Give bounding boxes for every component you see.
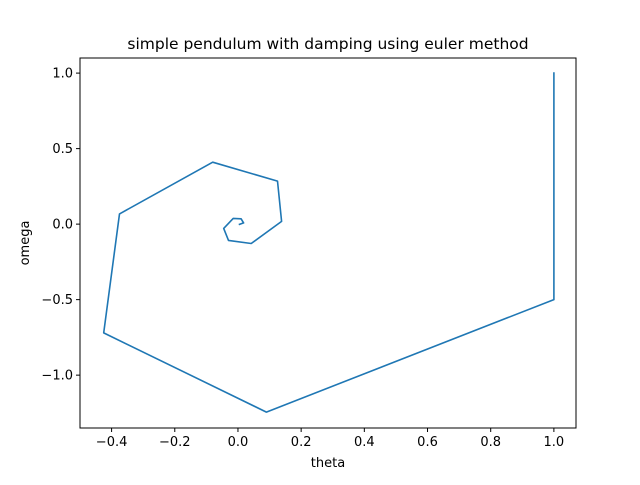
x-axis-label: theta — [311, 456, 345, 471]
y-axis-ticks: −1.0 −0.5 0.0 0.5 1.0 — [41, 67, 80, 384]
plot-area — [102, 72, 555, 413]
x-tick-label: −0.4 — [96, 435, 128, 450]
y-tick-label: −1.0 — [41, 369, 73, 384]
y-tick-label: 0.5 — [52, 142, 73, 157]
y-axis-label: omega — [18, 221, 33, 266]
series-line-0 — [102, 72, 555, 413]
axes-frame — [79, 57, 577, 429]
y-tick-label: 0.0 — [52, 218, 73, 233]
x-axis-ticks: −0.4 −0.2 0.0 0.2 0.4 0.6 0.8 1.0 — [96, 428, 564, 450]
x-tick-label: 0.4 — [354, 435, 375, 450]
y-tick-label: 1.0 — [52, 67, 73, 82]
x-tick-label: 0.0 — [228, 435, 249, 450]
x-tick-label: 0.6 — [417, 435, 438, 450]
x-tick-label: −0.2 — [159, 435, 191, 450]
x-tick-label: 1.0 — [544, 435, 565, 450]
chart-title: simple pendulum with damping using euler… — [127, 35, 528, 53]
y-tick-label: −0.5 — [41, 293, 73, 308]
x-tick-label: 0.2 — [291, 435, 312, 450]
x-tick-label: 0.8 — [480, 435, 501, 450]
